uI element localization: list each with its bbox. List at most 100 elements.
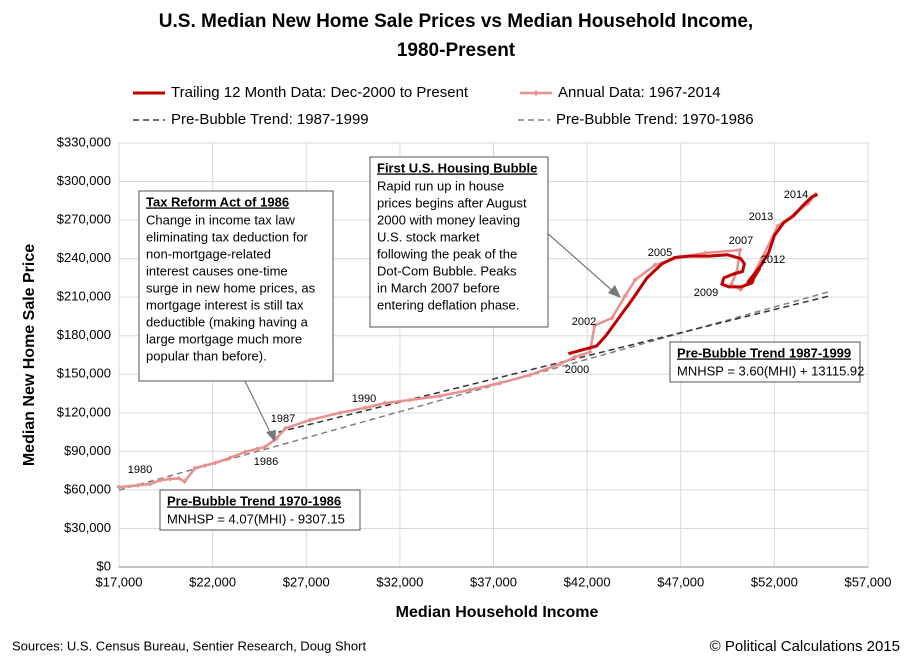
x-tick-label: $17,000 [96, 574, 143, 589]
marker [382, 400, 388, 406]
annotation-box [669, 341, 861, 383]
x-tick-label: $27,000 [283, 574, 330, 589]
year-label: 2013 [749, 211, 773, 223]
marker [737, 247, 743, 253]
arrow [545, 231, 616, 294]
y-tick-label: $300,000 [57, 173, 111, 188]
year-label: 1990 [352, 393, 376, 405]
marker [227, 455, 233, 461]
marker [212, 460, 218, 466]
x-tick-label: $42,000 [564, 574, 611, 589]
x-tick-label: $57,000 [845, 574, 892, 589]
chart-subtitle: 1980-Present [397, 40, 516, 61]
annotation-title: Pre-Bubble Trend 1987-1999 [677, 345, 851, 360]
sources: Sources: U.S. Census Bureau, Sentier Res… [12, 638, 366, 653]
marker [592, 322, 598, 328]
annotation-box [138, 190, 334, 382]
year-label: 1980 [128, 464, 152, 476]
marker [192, 465, 198, 471]
annotation-text: popular than before). [146, 348, 267, 363]
marker [202, 462, 208, 468]
arrow [244, 380, 273, 437]
marker [497, 380, 503, 386]
marker [307, 417, 313, 423]
annotation-title: Pre-Bubble Trend 1970-1986 [167, 493, 341, 508]
annotation-box [369, 156, 549, 328]
year-label: 2012 [761, 254, 785, 266]
y-axis-label: Median New Home Sale Price [21, 244, 38, 466]
annotation-text: following the peak of the [377, 246, 517, 261]
y-tick-label: $60,000 [64, 481, 111, 496]
marker [242, 449, 248, 455]
y-tick-label: $330,000 [57, 134, 111, 149]
annotation-text: U.S. stock market [377, 229, 480, 244]
year-label: 2000 [565, 364, 589, 376]
annotation-title: First U.S. Housing Bubble [377, 160, 537, 175]
marker [176, 475, 182, 481]
legend-label: Trailing 12 Month Data: Dec-2000 to Pres… [171, 84, 469, 101]
y-tick-label: $210,000 [57, 289, 111, 304]
marker [632, 277, 638, 283]
annotation-text: 2000 with money leaving [377, 212, 520, 227]
x-tick-label: $22,000 [189, 574, 236, 589]
marker [116, 484, 122, 490]
year-label: 2005 [648, 247, 672, 259]
marker [702, 250, 708, 256]
marker [182, 479, 188, 485]
annotation-text: MNHSP = 3.60(MHI) + 13115.92 [677, 363, 864, 378]
marker [587, 349, 593, 355]
year-label: 1986 [254, 456, 278, 468]
y-tick-label: $180,000 [57, 327, 111, 342]
annotation-text: Dot-Com Bubble. Peaks [377, 263, 517, 278]
annotation-text: deductible (making having a [146, 314, 309, 329]
arrowhead [608, 285, 621, 298]
x-tick-label: $52,000 [751, 574, 798, 589]
y-tick-label: $270,000 [57, 212, 111, 227]
annotation-text: MNHSP = 4.07(MHI) - 9307.15 [167, 511, 345, 526]
marker [135, 482, 141, 488]
marker [255, 446, 261, 452]
legend-label: Annual Data: 1967-2014 [558, 84, 721, 101]
annotation-text: entering deflation phase. [377, 297, 519, 312]
copyright: © Political Calculations 2015 [710, 638, 900, 655]
marker [437, 393, 443, 399]
series-line [118, 290, 831, 491]
marker [609, 315, 615, 321]
series-line [568, 193, 819, 356]
x-tick-label: $37,000 [470, 574, 517, 589]
year-label: 2007 [729, 235, 753, 247]
annotation-text: in March 2007 before [377, 280, 500, 295]
marker [157, 477, 163, 483]
marker [337, 410, 343, 416]
annotation-text: non-mortgage-related [146, 246, 271, 261]
x-tick-label: $32,000 [376, 574, 423, 589]
y-tick-label: $90,000 [64, 443, 111, 458]
marker [572, 354, 578, 360]
legend-label: Pre-Bubble Trend: 1970-1986 [556, 111, 754, 128]
arrowhead [266, 430, 276, 442]
year-label: 2009 [694, 287, 718, 299]
x-axis-label: Median Household Income [396, 604, 599, 621]
series-line [268, 294, 831, 436]
marker [467, 387, 473, 393]
year-label: 2014 [784, 189, 808, 201]
y-tick-label: $240,000 [57, 250, 111, 265]
annotation-text: prices begins after August [377, 195, 527, 210]
y-tick-label: $150,000 [57, 366, 111, 381]
marker [622, 293, 628, 299]
marker [147, 481, 153, 487]
legend-marker [533, 90, 539, 96]
y-tick-label: $120,000 [57, 404, 111, 419]
annotation-text: mortgage interest is still tax [146, 297, 304, 312]
y-tick-label: $0 [97, 558, 111, 573]
y-tick-label: $30,000 [64, 520, 111, 535]
year-label: 2002 [572, 316, 596, 328]
annotation-text: interest causes one-time [146, 263, 288, 278]
marker [407, 397, 413, 403]
annotation-text: eliminating tax deduction for [146, 229, 309, 244]
marker [262, 444, 268, 450]
year-label: 1987 [271, 413, 295, 425]
annotation-text: surge in new home prices, as [146, 280, 316, 295]
marker [527, 372, 533, 378]
